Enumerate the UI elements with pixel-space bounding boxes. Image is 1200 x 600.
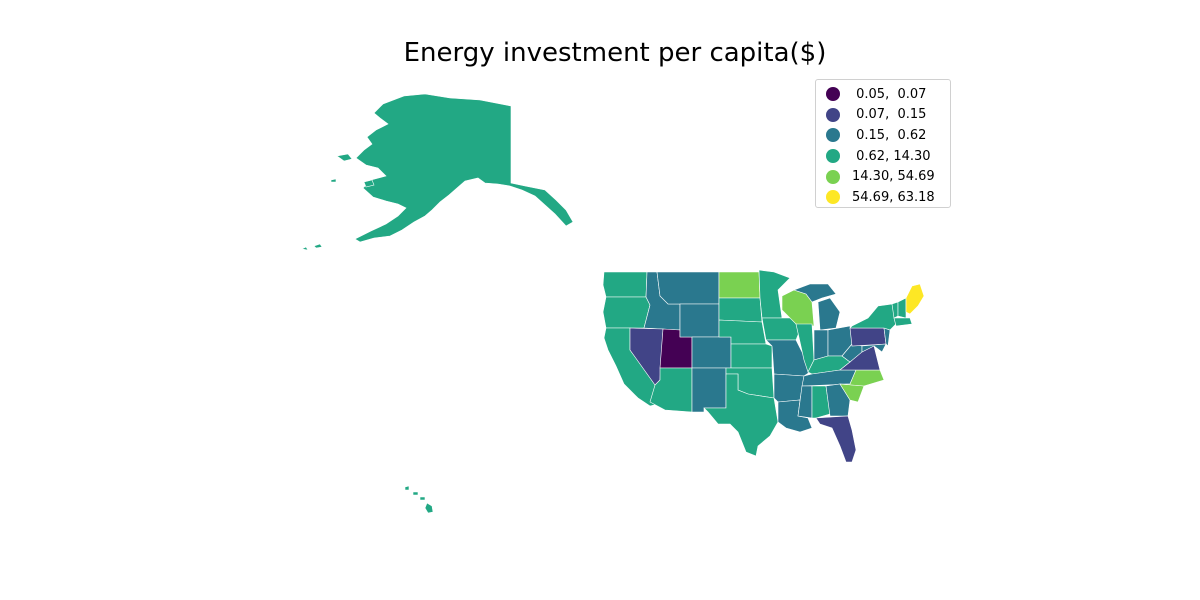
state-new-hampshire <box>897 297 907 319</box>
map-title: Energy investment per capita($) <box>403 38 827 68</box>
legend-item: 54.69, 63.18 <box>826 187 944 208</box>
state-pennsylvania <box>849 327 887 347</box>
state-arkansas <box>773 373 805 403</box>
legend-item: 0.62, 14.30 <box>826 146 944 167</box>
state-alabama <box>811 385 831 419</box>
state-michigan <box>793 283 837 303</box>
state-alaska <box>301 93 574 251</box>
legend: 0.05, 0.07 0.07, 0.15 0.15, 0.62 0.62, 1… <box>815 79 951 208</box>
legend-item: 14.30, 54.69 <box>826 166 944 187</box>
state-hawaii <box>404 485 434 514</box>
state-oregon <box>602 296 651 329</box>
legend-marker <box>826 190 840 205</box>
legend-item: 0.05, 0.07 <box>826 84 944 105</box>
state-kansas <box>730 343 773 369</box>
state-new-mexico <box>691 367 727 413</box>
legend-label: 0.62, 14.30 <box>852 148 931 164</box>
state-maryland <box>861 343 887 353</box>
state-georgia <box>825 383 851 417</box>
legend-marker <box>826 149 840 164</box>
state-massachusetts <box>893 317 913 327</box>
legend-item: 0.15, 0.62 <box>826 125 944 146</box>
legend-label: 0.05, 0.07 <box>852 86 927 102</box>
state-colorado <box>691 336 732 369</box>
legend-item: 0.07, 0.15 <box>826 105 944 126</box>
state-washington <box>602 271 648 298</box>
state-missouri <box>765 339 811 377</box>
legend-marker <box>826 87 840 102</box>
state-michigan-lower <box>817 297 841 331</box>
legend-label: 14.30, 54.69 <box>852 169 935 185</box>
legend-marker <box>826 107 840 122</box>
state-maine <box>905 283 925 315</box>
state-north-dakota <box>718 271 761 299</box>
state-florida <box>815 415 857 463</box>
state-new-york <box>849 303 897 331</box>
state-montana <box>656 271 720 305</box>
state-texas <box>703 373 779 457</box>
state-south-dakota <box>718 297 763 323</box>
state-wyoming <box>679 303 720 338</box>
state-minnesota <box>758 269 791 319</box>
legend-label: 0.15, 0.62 <box>852 127 927 143</box>
legend-marker <box>826 169 840 184</box>
legend-marker <box>826 128 840 143</box>
legend-label: 0.07, 0.15 <box>852 107 927 123</box>
state-indiana <box>813 329 829 361</box>
legend-label: 54.69, 63.18 <box>852 189 935 205</box>
